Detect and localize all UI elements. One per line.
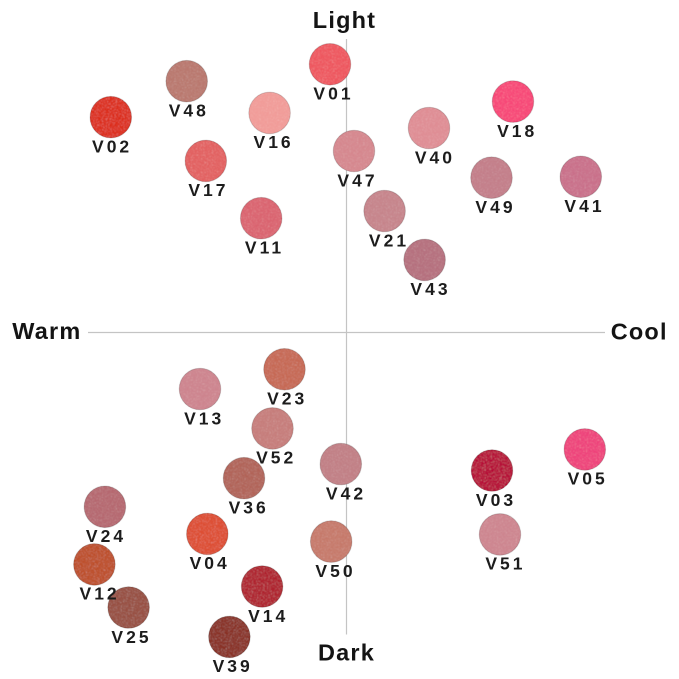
svg-text:V43: V43 [410, 279, 450, 299]
svg-text:V13: V13 [184, 408, 224, 428]
svg-text:V11: V11 [245, 238, 284, 258]
svg-text:V24: V24 [86, 526, 126, 546]
svg-text:V39: V39 [213, 656, 253, 676]
svg-text:V16: V16 [254, 132, 294, 152]
svg-text:V36: V36 [229, 498, 269, 518]
svg-text:V51: V51 [485, 554, 525, 574]
svg-text:V41: V41 [564, 196, 604, 216]
svg-text:V01: V01 [313, 84, 353, 104]
svg-text:V40: V40 [415, 147, 455, 167]
svg-text:Cool: Cool [611, 318, 668, 344]
svg-text:V52: V52 [256, 448, 296, 468]
svg-text:V02: V02 [92, 137, 132, 157]
svg-text:V25: V25 [111, 627, 151, 647]
svg-text:V48: V48 [169, 101, 209, 121]
svg-text:Dark: Dark [318, 639, 375, 665]
svg-text:Light: Light [313, 7, 376, 33]
svg-text:Warm: Warm [12, 318, 81, 344]
svg-text:V05: V05 [568, 469, 608, 489]
svg-text:V03: V03 [476, 490, 516, 510]
svg-text:V14: V14 [248, 606, 288, 626]
svg-text:V23: V23 [267, 389, 307, 409]
svg-text:V18: V18 [497, 121, 537, 141]
svg-text:V17: V17 [188, 180, 228, 200]
svg-text:V12: V12 [80, 584, 120, 604]
svg-text:V42: V42 [326, 483, 366, 503]
svg-text:V21: V21 [369, 230, 409, 250]
svg-text:V04: V04 [190, 553, 230, 573]
svg-text:V50: V50 [315, 561, 355, 581]
svg-text:V47: V47 [337, 170, 377, 190]
svg-text:V49: V49 [475, 197, 515, 217]
